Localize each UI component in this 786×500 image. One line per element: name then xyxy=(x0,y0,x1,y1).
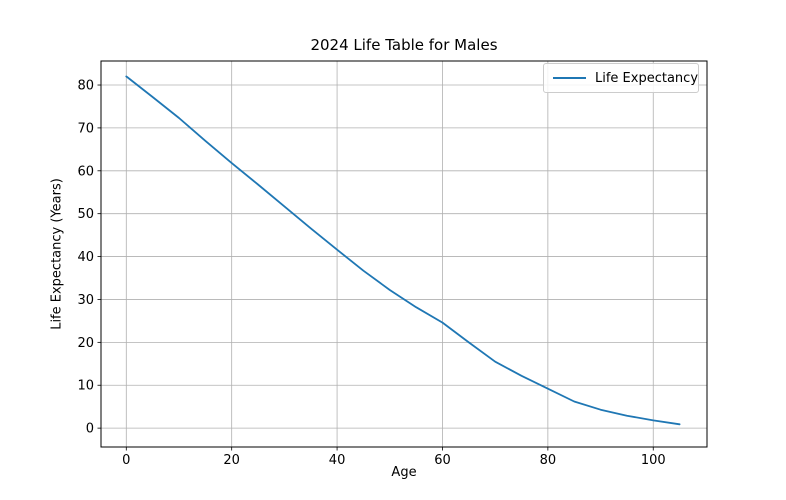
plot-border xyxy=(100,60,708,448)
y-axis-label: Life Expectancy (Years) xyxy=(49,178,65,330)
x-tick-label: 40 xyxy=(329,453,346,468)
y-tick-label: 10 xyxy=(77,379,94,394)
x-axis-label: Age xyxy=(391,465,417,480)
x-tick-label: 80 xyxy=(540,453,557,468)
legend-line-swatch xyxy=(553,77,586,79)
x-tick-label: 20 xyxy=(223,453,240,468)
legend-label: Life Expectancy xyxy=(595,70,699,86)
y-tick-label: 0 xyxy=(86,422,94,437)
y-tick-label: 20 xyxy=(77,336,94,351)
x-tick-label: 0 xyxy=(122,453,130,468)
legend: Life Expectancy xyxy=(543,63,699,93)
series-line-life-expectancy xyxy=(125,75,681,426)
y-tick-label: 30 xyxy=(77,293,94,308)
x-tick-label: 60 xyxy=(434,453,451,468)
y-tick-label: 50 xyxy=(77,207,94,222)
y-tick-label: 60 xyxy=(77,164,94,179)
chart-title: 2024 Life Table for Males xyxy=(310,36,498,54)
y-tick-label: 80 xyxy=(77,79,94,94)
y-tick-label: 40 xyxy=(77,250,94,265)
y-tick-label: 70 xyxy=(77,121,94,136)
x-tick-label: 100 xyxy=(641,453,666,468)
